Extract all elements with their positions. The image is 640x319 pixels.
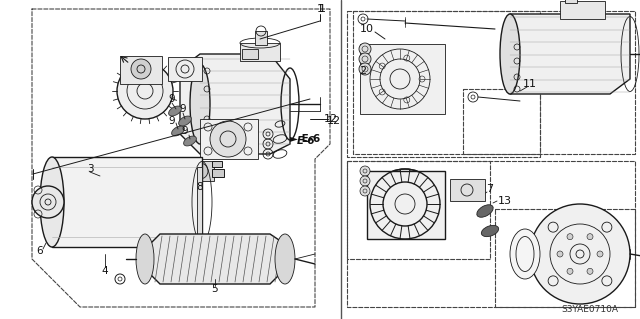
Ellipse shape [40, 157, 64, 247]
Ellipse shape [275, 234, 295, 284]
Text: 2: 2 [360, 66, 367, 76]
Polygon shape [145, 234, 285, 284]
Circle shape [557, 251, 563, 257]
Bar [212, 169, 224, 177]
Polygon shape [200, 119, 258, 159]
Text: 1: 1 [319, 4, 326, 14]
Circle shape [32, 186, 64, 218]
Text: 7: 7 [486, 184, 493, 194]
Text: 5: 5 [212, 284, 218, 294]
Ellipse shape [477, 205, 493, 217]
Bar [197, 167, 202, 237]
Circle shape [587, 268, 593, 274]
Polygon shape [360, 44, 445, 114]
Bar [52, 157, 202, 247]
Ellipse shape [510, 229, 540, 279]
Text: E-6: E-6 [297, 136, 316, 146]
Circle shape [530, 204, 630, 304]
Circle shape [567, 234, 573, 240]
Circle shape [587, 234, 593, 240]
Bar [120, 56, 162, 84]
Bar [565, 0, 577, 3]
Circle shape [597, 251, 603, 257]
Text: 8: 8 [196, 182, 204, 192]
Text: 11: 11 [523, 79, 537, 89]
Circle shape [360, 166, 370, 176]
Circle shape [210, 121, 246, 157]
Text: S3YAE0710A: S3YAE0710A [561, 305, 618, 314]
Circle shape [359, 43, 371, 55]
Text: 9: 9 [168, 116, 175, 126]
Text: 9: 9 [181, 126, 188, 136]
Text: 9: 9 [180, 104, 186, 114]
Polygon shape [180, 54, 290, 154]
Circle shape [131, 59, 151, 79]
Bar [212, 161, 222, 167]
Bar [450, 179, 485, 201]
Ellipse shape [184, 136, 196, 146]
Ellipse shape [190, 64, 210, 144]
Circle shape [360, 186, 370, 196]
Ellipse shape [500, 14, 520, 94]
Text: 12: 12 [327, 116, 341, 126]
Bar [168, 57, 202, 81]
Polygon shape [510, 14, 630, 94]
Ellipse shape [172, 126, 184, 136]
Circle shape [567, 268, 573, 274]
Text: 4: 4 [102, 266, 108, 276]
Text: 1: 1 [317, 4, 323, 14]
Text: 3: 3 [86, 164, 93, 174]
Circle shape [359, 63, 371, 75]
Polygon shape [367, 171, 445, 239]
Text: ► E-6: ► E-6 [290, 134, 320, 144]
Bar [242, 49, 258, 59]
Ellipse shape [179, 116, 191, 126]
Circle shape [360, 176, 370, 186]
Ellipse shape [168, 106, 181, 116]
Text: 10: 10 [360, 24, 374, 34]
Circle shape [117, 63, 173, 119]
Circle shape [192, 163, 208, 179]
Text: 13: 13 [498, 196, 512, 206]
Text: 6: 6 [36, 246, 44, 256]
Ellipse shape [467, 189, 484, 200]
Ellipse shape [481, 226, 499, 237]
Ellipse shape [136, 234, 154, 284]
Bar [240, 43, 280, 61]
Bar [186, 161, 214, 181]
Text: 12: 12 [324, 114, 338, 124]
Circle shape [359, 53, 371, 65]
Bar [255, 31, 267, 45]
Text: 9: 9 [169, 94, 175, 104]
Bar [560, 1, 605, 19]
